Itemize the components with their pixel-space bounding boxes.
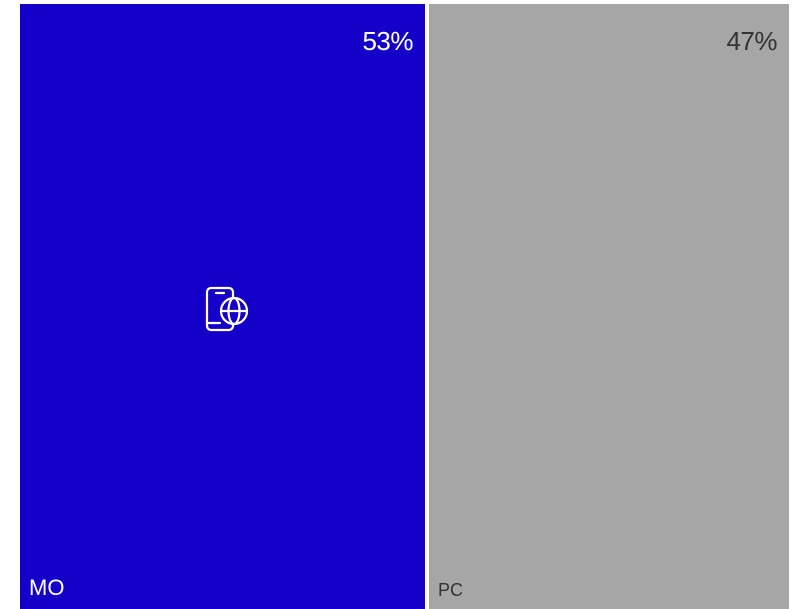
tile-category-label: MO [29, 575, 65, 600]
mobile-globe-icon [205, 286, 253, 334]
tile-category-label: PC [438, 580, 464, 600]
tile-value-label: 47% [726, 26, 777, 56]
treemap-chart: 53% MO 47% PC [20, 4, 789, 609]
tile-pc: 47% PC [429, 4, 789, 609]
tile-value-label: 53% [362, 26, 413, 56]
tile-mo: 53% MO [20, 4, 425, 609]
